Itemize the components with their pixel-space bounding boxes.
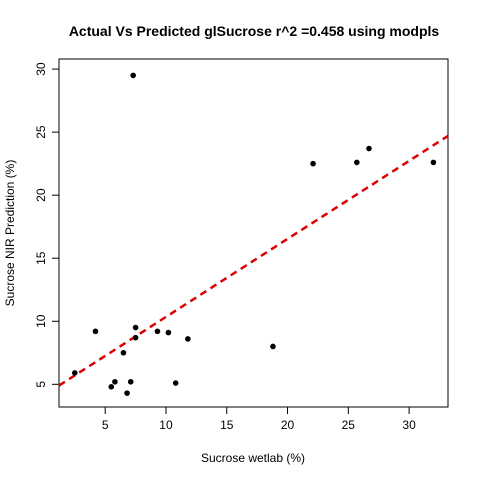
- data-point: [120, 349, 127, 356]
- trend-line-group: [58, 134, 449, 387]
- plot-frame: [58, 58, 449, 408]
- data-point: [127, 378, 134, 385]
- x-tick-label: 20: [281, 418, 295, 432]
- data-point: [366, 145, 372, 152]
- data-point: [172, 380, 179, 386]
- data-point: [154, 328, 161, 335]
- y-tick-label: 30: [34, 62, 48, 76]
- x-tick-label: 30: [402, 418, 416, 432]
- data-point: [108, 384, 115, 390]
- x-tick-label: 15: [220, 418, 234, 432]
- data-point: [430, 159, 437, 166]
- data-point: [270, 343, 276, 350]
- trend-line: [58, 134, 449, 387]
- data-point: [72, 370, 78, 376]
- y-tick-label: 15: [34, 251, 48, 265]
- data-point: [124, 390, 130, 396]
- data-point: [185, 336, 191, 342]
- data-point: [92, 328, 99, 335]
- x-axis-label: Sucrose wetlab (%): [201, 451, 305, 465]
- y-tick-label: 5: [34, 381, 48, 388]
- data-points: [72, 72, 437, 396]
- data-point: [310, 160, 316, 167]
- data-point: [112, 378, 118, 385]
- data-point: [130, 72, 136, 79]
- y-axis: 5 10 15 20 25 30: [34, 62, 59, 388]
- x-tick-label: 5: [102, 418, 109, 432]
- chart-title: Actual Vs Predicted glSucrose r^2 =0.458…: [69, 23, 440, 39]
- y-tick-label: 10: [34, 314, 48, 328]
- x-tick-label: 25: [342, 418, 356, 432]
- y-axis-label: Sucrose NIR Prediction (%): [3, 160, 17, 307]
- y-tick-label: 25: [34, 125, 48, 139]
- data-point: [354, 159, 360, 166]
- data-point: [132, 334, 139, 341]
- x-axis: 5 10 15 20 25 30: [102, 407, 416, 432]
- x-tick-label: 10: [159, 418, 173, 432]
- data-point: [132, 324, 139, 331]
- y-tick-label: 20: [34, 188, 48, 202]
- data-point: [165, 329, 172, 336]
